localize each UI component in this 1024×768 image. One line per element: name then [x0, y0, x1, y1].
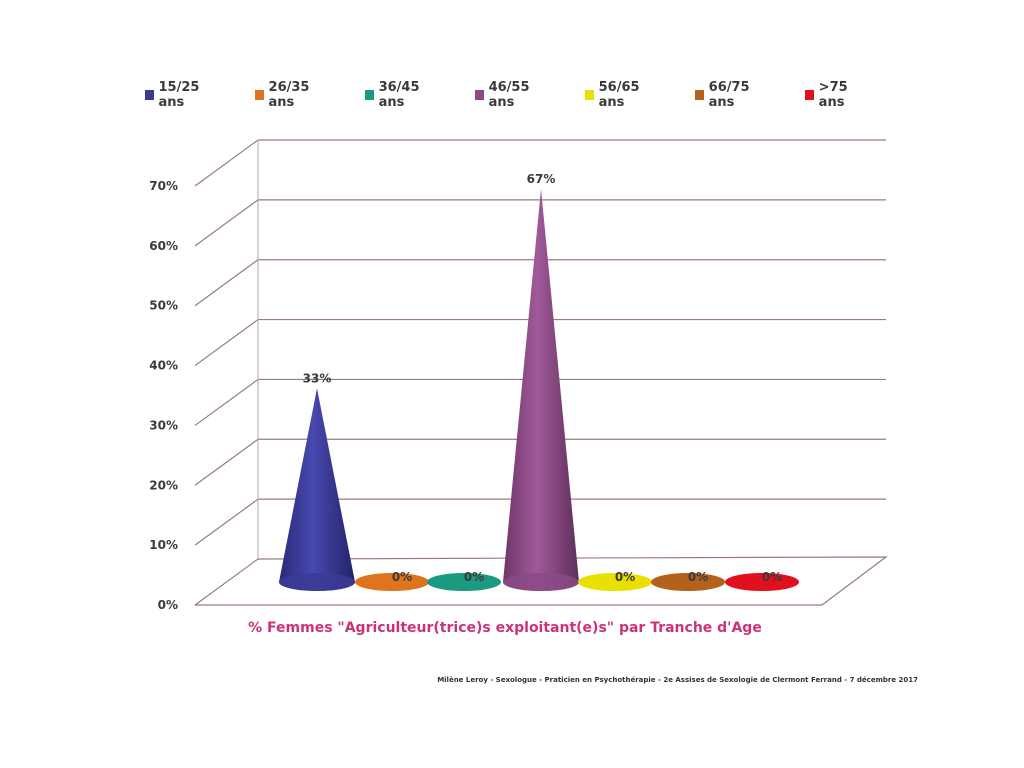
gridline-side: [194, 319, 259, 367]
data-label: 0%: [615, 570, 635, 584]
data-label: 0%: [464, 570, 484, 584]
legend-swatch: [585, 90, 594, 100]
data-label: 33%: [303, 371, 332, 385]
legend-label: 66/75 ans: [708, 80, 750, 110]
legend-label: >75 ans: [818, 80, 848, 110]
legend-item: 66/75 ans: [695, 80, 769, 110]
data-label: 67%: [527, 172, 556, 186]
data-label: 0%: [762, 570, 782, 584]
cones: [279, 188, 799, 591]
y-tick-label: 30%: [149, 418, 178, 432]
y-tick-label: 60%: [149, 239, 178, 253]
x-axis-title: % Femmes "Agriculteur(trice)s exploitant…: [248, 620, 762, 636]
cone-base-zero: [651, 573, 725, 591]
gridline-side: [194, 199, 259, 247]
legend-item: >75 ans: [805, 80, 869, 110]
data-label: 0%: [392, 570, 412, 584]
data-label: 0%: [688, 570, 708, 584]
y-tick-label: 0%: [158, 598, 178, 612]
cone-bar: [503, 188, 579, 591]
legend-label: 15/25 ans: [158, 80, 200, 110]
cone-base-zero: [427, 573, 501, 591]
legend-swatch: [145, 90, 154, 100]
legend-swatch: [695, 90, 704, 100]
y-tick-label: 10%: [149, 538, 178, 552]
chart-legend: 15/25 ans 26/35 ans 36/45 ans 46/55 ans 56/6…: [145, 80, 905, 110]
legend-swatch: [805, 90, 814, 100]
y-tick-label: 50%: [149, 299, 178, 313]
legend-item: 15/25 ans: [145, 80, 219, 110]
legend-item: 46/55 ans: [475, 80, 549, 110]
legend-item: 56/65 ans: [585, 80, 659, 110]
cone-base-zero: [355, 573, 429, 591]
y-axis: 0% 10% 20% 30% 40% 50% 60% 70%: [149, 179, 178, 612]
cone-base-zero: [725, 573, 799, 591]
legend-label: 36/45 ans: [378, 80, 420, 110]
gridline-side: [194, 498, 259, 546]
gridline-side: [194, 438, 259, 486]
cone-bar: [279, 388, 355, 591]
legend-swatch: [365, 90, 374, 100]
footer-credit: Milène Leroy - Sexologue - Praticien en …: [437, 676, 918, 684]
legend-item: 36/45 ans: [365, 80, 439, 110]
legend-swatch: [255, 90, 264, 100]
cone-base-zero: [578, 573, 652, 591]
gridline-side: [194, 378, 259, 426]
data-labels: 33% 0% 0% 67% 0% 0% 0%: [303, 172, 783, 584]
legend-label: 56/65 ans: [598, 80, 640, 110]
y-tick-label: 70%: [149, 179, 178, 193]
gridline-side: [194, 259, 259, 307]
legend-item: 26/35 ans: [255, 80, 329, 110]
y-tick-label: 20%: [149, 478, 178, 492]
legend-swatch: [475, 90, 484, 100]
legend-label: 46/55 ans: [488, 80, 530, 110]
gridline-side: [194, 139, 259, 187]
legend-label: 26/35 ans: [268, 80, 310, 110]
y-tick-label: 40%: [149, 359, 178, 373]
